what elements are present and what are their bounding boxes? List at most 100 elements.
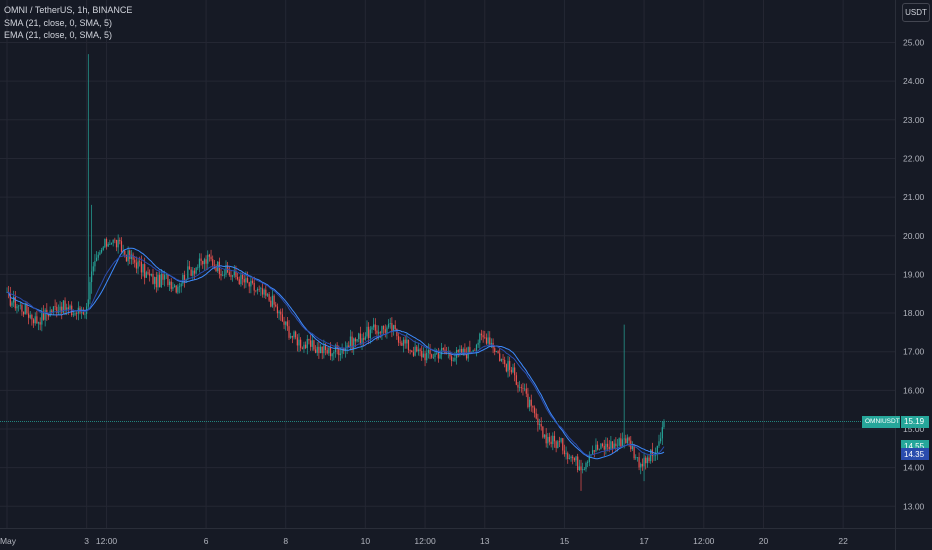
candle-body <box>485 337 488 344</box>
candle-body <box>150 273 152 276</box>
candle-body <box>81 312 83 313</box>
candle-body <box>411 350 413 353</box>
y-tick-label: 15.00 <box>903 424 925 434</box>
candle-body <box>42 311 45 320</box>
candle-body <box>157 274 159 288</box>
y-tick-label: 16.00 <box>903 385 925 395</box>
candle-body <box>268 294 270 301</box>
candle-body <box>600 443 602 449</box>
candle-body <box>228 272 230 276</box>
candle-body <box>490 342 493 345</box>
candle-body <box>291 336 293 338</box>
candle-body <box>553 435 556 442</box>
candle-body <box>110 242 113 245</box>
candle-body <box>46 309 48 315</box>
candle-body <box>640 463 642 468</box>
candle-body <box>633 445 635 459</box>
candle-body <box>376 330 378 334</box>
candle-body <box>142 264 144 273</box>
candle-body <box>263 289 265 295</box>
y-tick-label: 23.00 <box>903 115 925 125</box>
candle-body <box>378 332 380 334</box>
candle-body <box>193 270 196 274</box>
candle-body <box>597 444 599 450</box>
candle-body <box>62 300 65 313</box>
candle-body <box>522 388 524 389</box>
x-tick-label: 12:00 <box>414 536 436 546</box>
candle-body <box>256 288 259 291</box>
candle-body <box>507 361 509 372</box>
candle-body <box>61 306 63 313</box>
candle-body <box>542 426 544 438</box>
candle-body <box>524 388 526 390</box>
candle-body <box>426 352 428 361</box>
candle-body <box>167 274 169 286</box>
candle-body <box>364 336 366 340</box>
candle-body <box>105 238 108 247</box>
candle-body <box>300 339 302 348</box>
candle-body <box>650 449 652 462</box>
candle-body <box>173 285 176 288</box>
candle-body <box>288 326 290 338</box>
candle-body <box>195 267 197 274</box>
candle-body <box>51 310 53 313</box>
candle-body <box>276 306 279 314</box>
y-tick-label: 22.00 <box>903 153 925 163</box>
candle-body <box>66 307 68 311</box>
candle-body <box>368 326 370 339</box>
candle-body <box>474 350 476 351</box>
candle-body <box>427 349 429 353</box>
candle-body <box>87 299 89 307</box>
candle-body <box>548 436 551 442</box>
candle-body <box>165 274 167 276</box>
candle-body <box>402 339 405 346</box>
candle-body <box>49 310 51 317</box>
candle-body <box>232 275 234 277</box>
candle-body <box>321 346 323 354</box>
candle-body <box>230 275 232 277</box>
candle-body <box>547 436 549 444</box>
sma-legend[interactable]: SMA (21, close, 0, SMA, 5) <box>4 17 113 28</box>
ema-price-tag: 14.35 <box>901 448 929 461</box>
candle-body <box>606 443 609 447</box>
candle-body <box>205 259 207 264</box>
candle-body <box>545 434 547 444</box>
candle-body <box>203 259 206 265</box>
candle-body <box>311 340 313 347</box>
x-tick-label: 15 <box>560 536 570 546</box>
candle-body <box>290 336 292 338</box>
y-tick-label: 13.00 <box>903 501 925 511</box>
x-tick-label: 8 <box>283 536 288 546</box>
candle-body <box>251 280 254 283</box>
candle-body <box>59 306 61 311</box>
candle-body <box>135 262 138 269</box>
candle-body <box>313 340 315 350</box>
candle-body <box>563 450 566 455</box>
y-tick-label: 24.00 <box>903 76 925 86</box>
candle-body <box>464 348 466 355</box>
ema-legend[interactable]: EMA (21, close, 0, SMA, 5) <box>4 30 113 40</box>
candle-body <box>401 342 403 346</box>
candle-body <box>500 358 502 362</box>
candle-body <box>611 441 614 449</box>
candle-body <box>601 443 604 447</box>
candle-body <box>261 288 264 295</box>
candle-body <box>102 247 104 250</box>
candle-body <box>661 427 663 439</box>
candle-body <box>610 441 612 450</box>
candle-body <box>620 438 622 447</box>
candle-body <box>253 282 255 291</box>
candle-body <box>580 466 582 471</box>
candle-body <box>459 349 461 352</box>
sma-line <box>6 247 665 460</box>
currency-button[interactable]: USDT <box>902 3 930 22</box>
candle-body <box>183 275 186 282</box>
candle-body <box>328 347 330 354</box>
candle-body <box>149 273 151 276</box>
candle-body <box>358 333 360 340</box>
candle-body <box>502 358 504 360</box>
candle-body <box>618 438 620 446</box>
candle-body <box>109 244 111 245</box>
candle-body <box>567 453 569 459</box>
